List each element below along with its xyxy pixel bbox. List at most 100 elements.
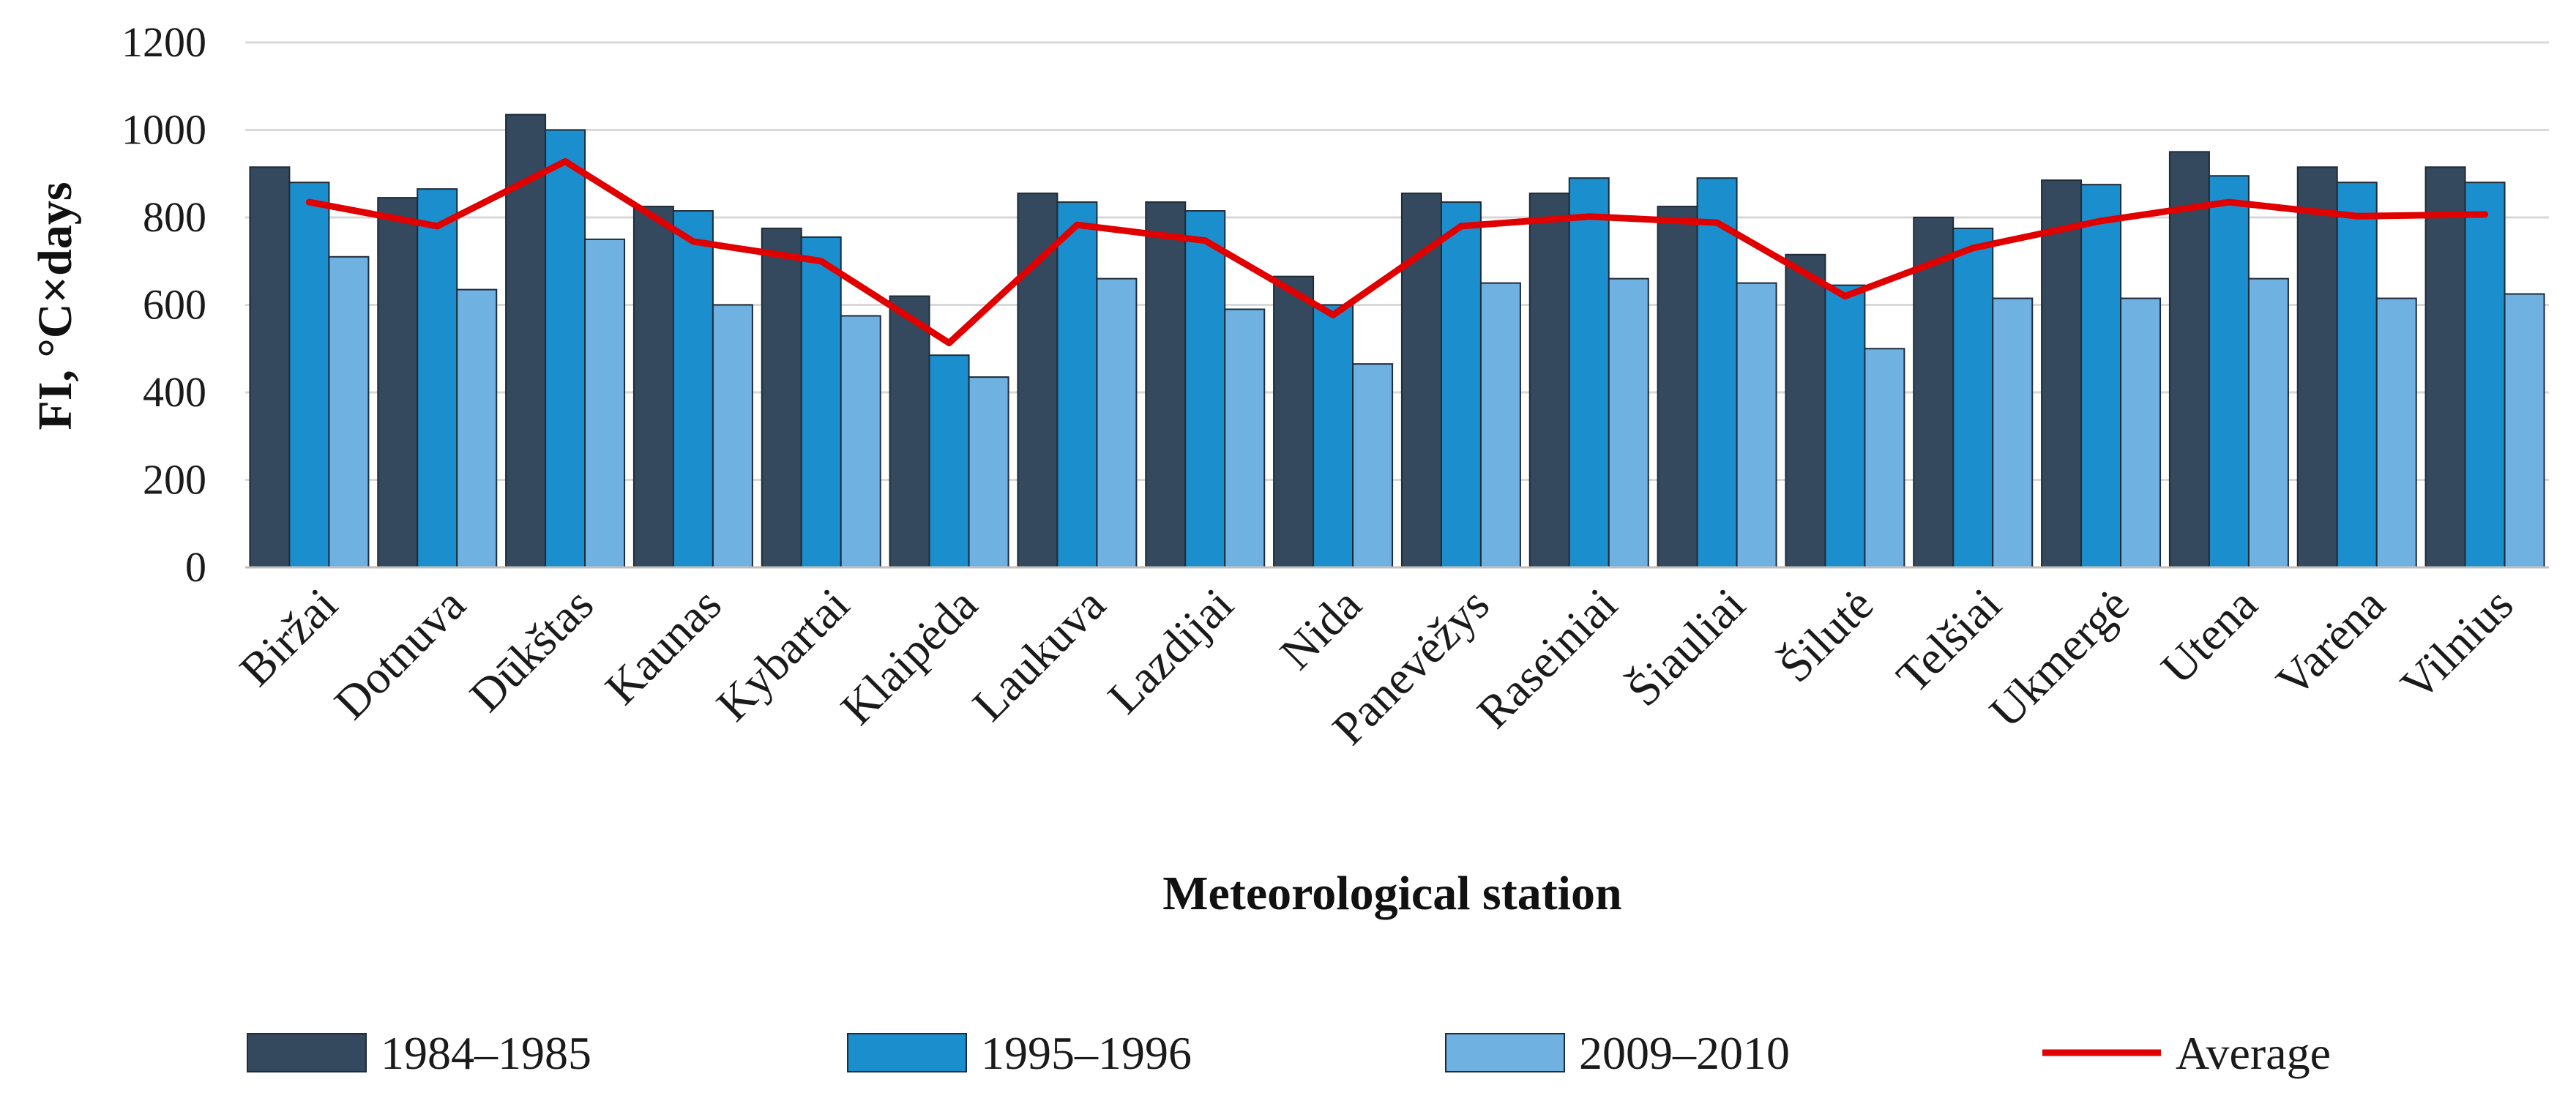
- bar-1995–1996-Panevėžys: [1440, 201, 1482, 568]
- bar-1995–1996-Raseiniai: [1568, 177, 1610, 569]
- y-tick-label: 1200: [122, 18, 206, 66]
- y-tick-label: 400: [143, 368, 206, 416]
- average-point: [1457, 223, 1465, 230]
- bar-2009–2010-Varėna: [2375, 297, 2417, 568]
- x-tick-label: Laukuva: [963, 578, 1116, 731]
- average-point: [2225, 198, 2233, 206]
- bar-1995–1996-Laukuva: [1056, 201, 1098, 568]
- x-tick-label: Kybartai: [706, 578, 859, 731]
- x-tick-label: Raseiniai: [1467, 578, 1627, 739]
- bar-1995–1996-Šiauliai: [1696, 177, 1738, 569]
- x-axis-title: Meteorological station: [1162, 867, 1621, 920]
- bar-1995–1996-Utena: [2208, 175, 2250, 569]
- x-tick-label: Šilutė: [1769, 578, 1884, 693]
- bar-1995–1996-Šilutė: [1824, 284, 1866, 568]
- bar-2009–2010-Vilnius: [2504, 293, 2545, 568]
- bar-2009–2010-Panevėžys: [1479, 282, 1521, 568]
- y-tick-label: 0: [185, 543, 206, 591]
- bar-1995–1996-Vilnius: [2464, 182, 2506, 568]
- bar-1995–1996-Telšiai: [1952, 227, 1994, 568]
- legend-swatch-2009–2010: [1445, 1033, 1565, 1072]
- average-point: [305, 198, 313, 206]
- average-point: [2482, 211, 2489, 218]
- bar-2009–2010-Šiauliai: [1736, 282, 1777, 568]
- bar-1984–1985-Biržai: [249, 166, 291, 569]
- x-tick-label: Utena: [2151, 578, 2267, 694]
- average-point: [1841, 293, 1848, 300]
- x-tick-label: Vilnius: [2391, 578, 2523, 711]
- bar-1995–1996-Biržai: [288, 182, 330, 568]
- legend-swatch-1995–1996: [847, 1033, 967, 1072]
- x-tick-label: Telšiai: [1886, 578, 2011, 703]
- x-tick-label: Biržai: [230, 578, 348, 696]
- bar-2009–2010-Kaunas: [712, 304, 753, 568]
- average-point: [561, 158, 569, 165]
- average-point: [433, 223, 441, 230]
- average-line: [305, 158, 2489, 346]
- bar-2009–2010-Telšiai: [1992, 297, 2034, 568]
- bar-2009–2010-Biržai: [328, 255, 370, 568]
- average-point: [1714, 219, 1721, 226]
- legend-label: 1984–1985: [381, 1027, 591, 1079]
- bar-1995–1996-Dotnuva: [417, 188, 458, 569]
- bar-1995–1996-Kybartai: [800, 236, 842, 568]
- bar-1984–1985-Telšiai: [1913, 217, 1955, 568]
- y-tick-label: 200: [143, 456, 206, 504]
- bar-2009–2010-Nida: [1352, 363, 1394, 568]
- average-line-layer: [305, 158, 2489, 346]
- bar-1984–1985-Šiauliai: [1657, 206, 1698, 568]
- average-point: [946, 339, 953, 346]
- x-tick-label: Varėna: [2266, 578, 2395, 707]
- y-tick-label: 1000: [122, 106, 206, 154]
- average-point: [1586, 213, 1593, 220]
- bar-1984–1985-Vilnius: [2424, 166, 2466, 569]
- bar-2009–2010-Laukuva: [1096, 277, 1138, 568]
- average-point: [2097, 217, 2105, 225]
- y-axis-title: FI, °C×days: [29, 182, 82, 430]
- y-tick-label: 800: [143, 193, 206, 241]
- bar-1995–1996-Lazdijai: [1184, 210, 1226, 568]
- bar-2009–2010-Utena: [2247, 277, 2289, 568]
- x-tick-label: Lazdijai: [1098, 578, 1243, 723]
- legend-label: Average: [2176, 1027, 2331, 1079]
- bar-1995–1996-Varėna: [2336, 182, 2378, 568]
- bar-2009–2010-Lazdijai: [1224, 308, 1266, 568]
- bar-1984–1985-Varėna: [2296, 166, 2338, 569]
- average-point: [1969, 245, 1976, 252]
- average-point: [818, 258, 825, 265]
- bar-1995–1996-Dūkštas: [545, 129, 586, 568]
- bar-2009–2010-Dūkštas: [584, 238, 626, 568]
- bar-1984–1985-Panevėžys: [1400, 193, 1442, 568]
- bar-1995–1996-Klaipėda: [928, 354, 970, 568]
- y-tick-label: 600: [143, 281, 206, 329]
- gridlines: [245, 41, 2549, 481]
- bars: [249, 113, 2545, 569]
- bar-1984–1985-Utena: [2168, 151, 2210, 568]
- bar-1995–1996-Ukmergė: [2080, 184, 2122, 568]
- average-point: [1329, 311, 1337, 318]
- bar-2009–2010-Ukmergė: [2120, 297, 2162, 568]
- bar-1984–1985-Klaipėda: [889, 295, 930, 568]
- legend-label: 1995–1996: [981, 1027, 1192, 1079]
- legend-label: 2009–2010: [1579, 1027, 1790, 1079]
- bar-1995–1996-Kaunas: [672, 210, 714, 568]
- bar-1984–1985-Raseiniai: [1528, 193, 1570, 568]
- average-point: [1201, 237, 1209, 245]
- bar-2009–2010-Dotnuva: [456, 288, 498, 568]
- bar-1984–1985-Kaunas: [632, 206, 674, 568]
- average-point: [2353, 212, 2361, 220]
- bar-1984–1985-Nida: [1273, 275, 1315, 568]
- x-tick-label: Dotnuva: [324, 578, 475, 729]
- x-tick-label: Nida: [1270, 578, 1371, 679]
- x-tick-label: Klaipėda: [831, 578, 988, 735]
- bar-2009–2010-Šilutė: [1864, 348, 1905, 568]
- legend-swatch-1984–1985: [247, 1033, 367, 1072]
- x-tick-label: Šiauliai: [1617, 578, 1755, 716]
- bar-2009–2010-Kybartai: [840, 315, 881, 568]
- average-point: [690, 238, 697, 245]
- bar-1995–1996-Nida: [1313, 304, 1354, 568]
- average-point: [1073, 221, 1080, 228]
- bar-1984–1985-Dotnuva: [377, 197, 419, 568]
